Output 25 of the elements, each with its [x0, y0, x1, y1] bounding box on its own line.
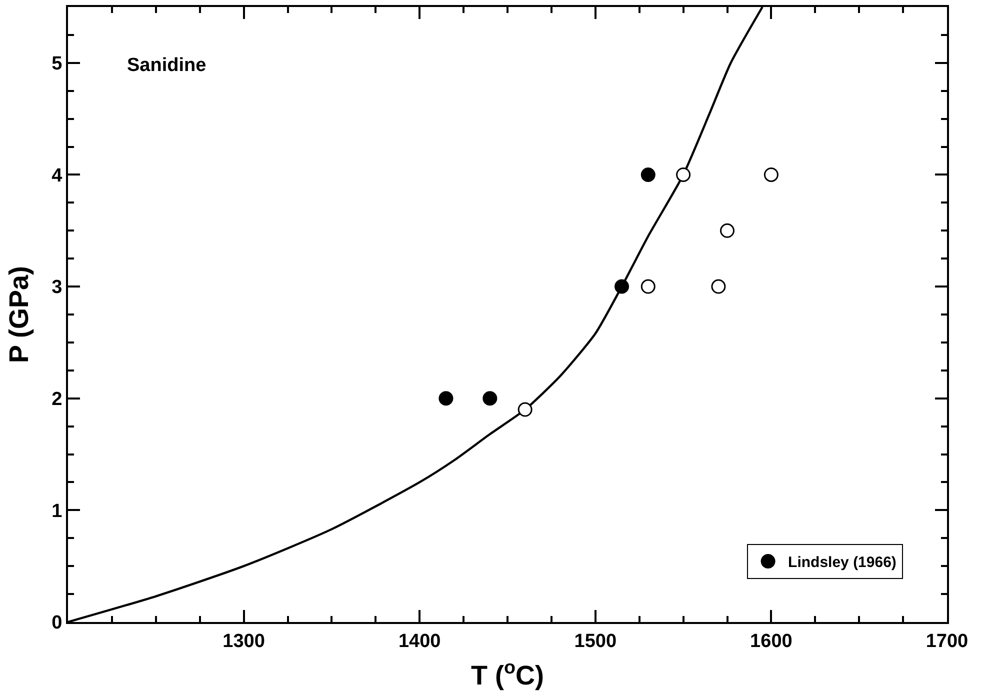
y-axis-title: P (GPa) [4, 266, 34, 364]
point [640, 167, 656, 182]
y-tick-label: 2 [52, 389, 62, 410]
x-tick-label: 1500 [574, 630, 617, 652]
y-tick-label: 4 [52, 165, 63, 186]
x-axis-title: T ($^{o}$C) [470, 657, 544, 691]
point [640, 279, 656, 294]
point [711, 279, 726, 294]
point [676, 167, 691, 182]
point [518, 402, 532, 417]
legend-label: Lindsley (1966) [788, 554, 896, 572]
y-tick-label: 5 [52, 54, 63, 75]
point [764, 167, 778, 182]
x-tick-label: 1300 [222, 630, 265, 652]
point [482, 391, 498, 406]
point [438, 391, 454, 406]
point [720, 223, 734, 238]
x-tick-label: 1700 [926, 630, 968, 652]
point [614, 279, 630, 294]
y-tick-label: 1 [52, 500, 63, 522]
y-tick-label: 3 [52, 277, 62, 298]
annotation: Sanidine [127, 55, 206, 76]
x-tick-label: 1400 [398, 630, 441, 652]
y-tick-label: 0 [52, 612, 62, 634]
x-tick-label: 1600 [750, 630, 792, 652]
